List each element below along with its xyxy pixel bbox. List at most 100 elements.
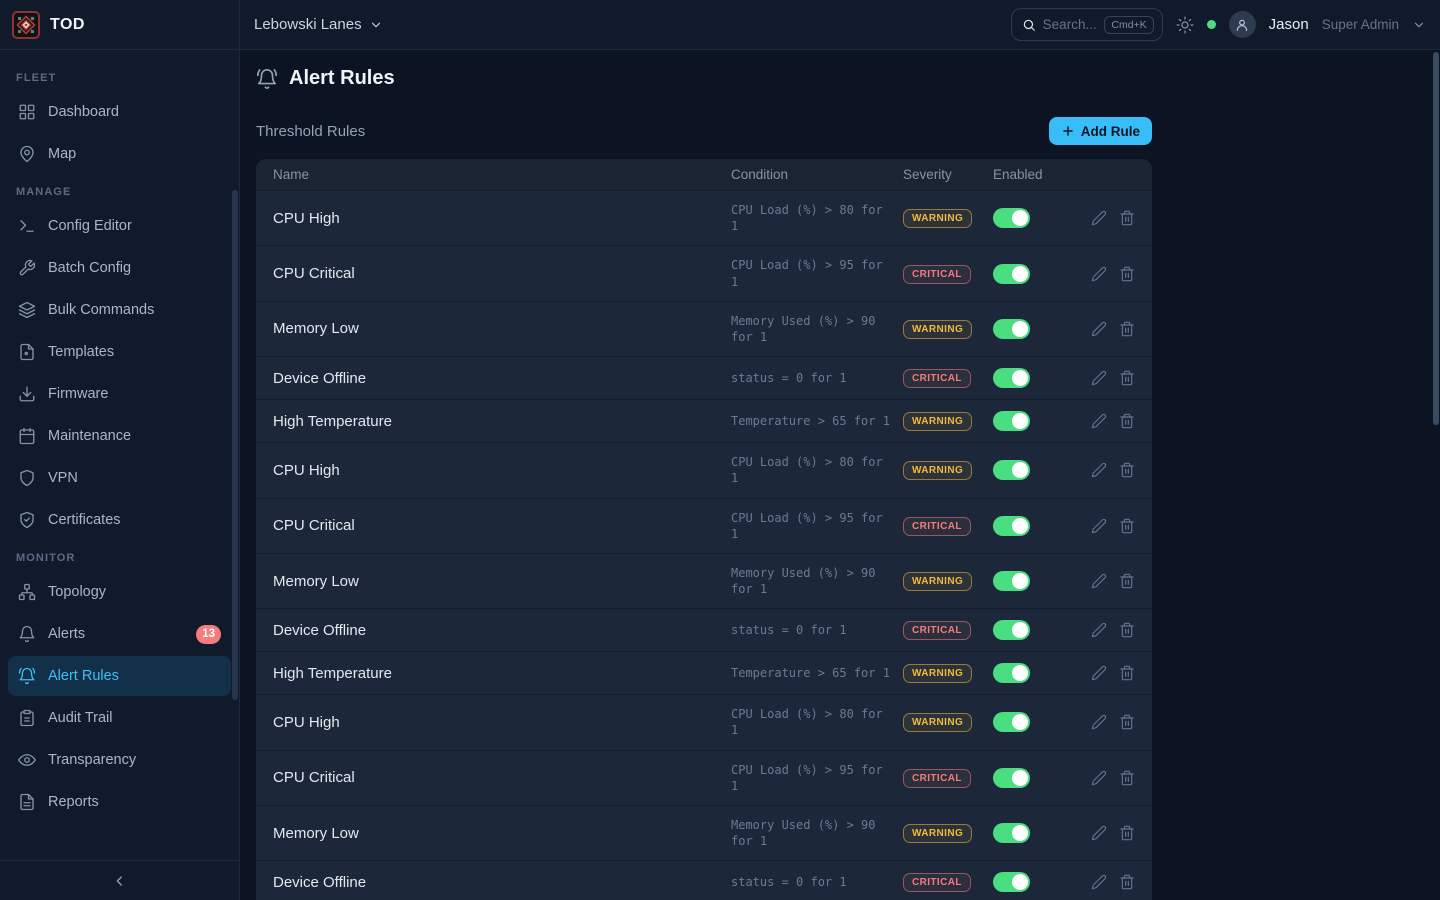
- edit-rule-button[interactable]: [1091, 370, 1107, 386]
- rule-condition: CPU Load (%) > 95 for 1: [731, 762, 883, 793]
- delete-rule-button[interactable]: [1119, 210, 1135, 226]
- topology-icon: [18, 583, 36, 601]
- rule-name: Device Offline: [273, 369, 367, 387]
- sidebar-item-map[interactable]: Map: [8, 134, 231, 174]
- delete-rule-button[interactable]: [1119, 266, 1135, 282]
- enabled-toggle[interactable]: [993, 872, 1030, 893]
- pencil-icon: [1091, 370, 1107, 386]
- edit-rule-button[interactable]: [1091, 266, 1107, 282]
- delete-rule-button[interactable]: [1119, 573, 1135, 589]
- theme-toggle-button[interactable]: [1176, 16, 1194, 34]
- enabled-toggle[interactable]: [993, 263, 1030, 284]
- eye-icon: [18, 751, 36, 769]
- edit-rule-button[interactable]: [1091, 573, 1107, 589]
- edit-rule-button[interactable]: [1091, 413, 1107, 429]
- threshold-toolbar: Threshold Rules Add Rule: [256, 117, 1152, 145]
- sidebar-item-bulk-commands[interactable]: Bulk Commands: [8, 290, 231, 330]
- trash-icon: [1119, 874, 1135, 890]
- add-rule-button[interactable]: Add Rule: [1048, 117, 1152, 145]
- enabled-toggle[interactable]: [993, 663, 1030, 684]
- edit-rule-button[interactable]: [1091, 770, 1107, 786]
- dashboard-icon: [18, 103, 36, 121]
- delete-rule-button[interactable]: [1119, 518, 1135, 534]
- enabled-toggle[interactable]: [993, 712, 1030, 733]
- rule-condition: Memory Used (%) > 90 for 1: [731, 818, 876, 849]
- sidebar-collapse-button[interactable]: [0, 860, 239, 900]
- delete-rule-button[interactable]: [1119, 413, 1135, 429]
- app-title: TOD: [50, 15, 85, 33]
- delete-rule-button[interactable]: [1119, 714, 1135, 730]
- delete-rule-button[interactable]: [1119, 462, 1135, 478]
- sidebar-item-batch-config[interactable]: Batch Config: [8, 248, 231, 288]
- column-header-enabled: Enabled: [993, 167, 1043, 182]
- pencil-icon: [1091, 210, 1107, 226]
- delete-rule-button[interactable]: [1119, 770, 1135, 786]
- enabled-toggle[interactable]: [993, 411, 1030, 432]
- edit-rule-button[interactable]: [1091, 622, 1107, 638]
- enabled-toggle[interactable]: [993, 460, 1030, 481]
- delete-rule-button[interactable]: [1119, 321, 1135, 337]
- edit-rule-button[interactable]: [1091, 874, 1107, 890]
- sidebar-item-dashboard[interactable]: Dashboard: [8, 92, 231, 132]
- edit-rule-button[interactable]: [1091, 518, 1107, 534]
- delete-rule-button[interactable]: [1119, 665, 1135, 681]
- enabled-toggle[interactable]: [993, 515, 1030, 536]
- table-row: Device Offline status = 0 for 1 CRITICAL: [256, 608, 1152, 652]
- chevron-left-icon: [112, 873, 128, 889]
- edit-rule-button[interactable]: [1091, 714, 1107, 730]
- pencil-icon: [1091, 462, 1107, 478]
- workspace-switcher[interactable]: Lebowski Lanes: [254, 16, 383, 33]
- sidebar-item-config-editor[interactable]: Config Editor: [8, 206, 231, 246]
- sidebar-item-alert-rules[interactable]: Alert Rules: [8, 656, 231, 696]
- enabled-toggle[interactable]: [993, 571, 1030, 592]
- enabled-toggle[interactable]: [993, 368, 1030, 389]
- delete-rule-button[interactable]: [1119, 874, 1135, 890]
- enabled-toggle[interactable]: [993, 208, 1030, 229]
- user-menu-chevron-down-icon[interactable]: [1412, 18, 1426, 32]
- alerts-count-badge: 13: [196, 624, 221, 644]
- sidebar-item-templates[interactable]: Templates: [8, 332, 231, 372]
- table-row: Device Offline status = 0 for 1 CRITICAL: [256, 860, 1152, 900]
- user-name: Jason: [1268, 16, 1309, 33]
- enabled-toggle[interactable]: [993, 823, 1030, 844]
- sidebar-item-topology[interactable]: Topology: [8, 572, 231, 612]
- enabled-toggle[interactable]: [993, 318, 1030, 339]
- table-row: Memory Low Memory Used (%) > 90 for 1 WARN…: [256, 552, 1152, 609]
- main-scrollbar[interactable]: [1433, 52, 1439, 425]
- trash-icon: [1119, 714, 1135, 730]
- shield-icon: [18, 469, 36, 487]
- sidebar-scrollbar[interactable]: [232, 190, 238, 700]
- search-input[interactable]: Search... Cmd+K: [1010, 8, 1163, 41]
- rule-condition: CPU Load (%) > 95 for 1: [731, 510, 883, 541]
- sidebar-item-audit-trail[interactable]: Audit Trail: [8, 698, 231, 738]
- sidebar-item-label: Firmware: [48, 386, 109, 402]
- sidebar-item-transparency[interactable]: Transparency: [8, 740, 231, 780]
- page-header: Alert Rules: [240, 50, 1440, 90]
- edit-rule-button[interactable]: [1091, 825, 1107, 841]
- user-role: Super Admin: [1321, 17, 1399, 32]
- severity-badge: CRITICAL: [903, 768, 971, 788]
- trash-icon: [1119, 370, 1135, 386]
- delete-rule-button[interactable]: [1119, 825, 1135, 841]
- sidebar-item-reports[interactable]: Reports: [8, 782, 231, 822]
- enabled-toggle[interactable]: [993, 620, 1030, 641]
- sidebar-item-maintenance[interactable]: Maintenance: [8, 416, 231, 456]
- app-logo-icon: [12, 10, 40, 39]
- delete-rule-button[interactable]: [1119, 370, 1135, 386]
- edit-rule-button[interactable]: [1091, 210, 1107, 226]
- sidebar-item-alerts[interactable]: Alerts 13: [8, 614, 231, 654]
- enabled-toggle[interactable]: [993, 767, 1030, 788]
- sidebar-item-vpn[interactable]: VPN: [8, 458, 231, 498]
- workspace-name: Lebowski Lanes: [254, 16, 362, 33]
- sidebar-item-certificates[interactable]: Certificates: [8, 500, 231, 540]
- pencil-icon: [1091, 874, 1107, 890]
- edit-rule-button[interactable]: [1091, 665, 1107, 681]
- avatar[interactable]: [1228, 11, 1256, 38]
- delete-rule-button[interactable]: [1119, 622, 1135, 638]
- edit-rule-button[interactable]: [1091, 462, 1107, 478]
- table-row: CPU Critical CPU Load (%) > 95 for 1 CRITI…: [256, 497, 1152, 553]
- severity-badge: WARNING: [903, 209, 973, 229]
- sidebar-item-firmware[interactable]: Firmware: [8, 374, 231, 414]
- edit-rule-button[interactable]: [1091, 321, 1107, 337]
- severity-badge: WARNING: [903, 319, 973, 339]
